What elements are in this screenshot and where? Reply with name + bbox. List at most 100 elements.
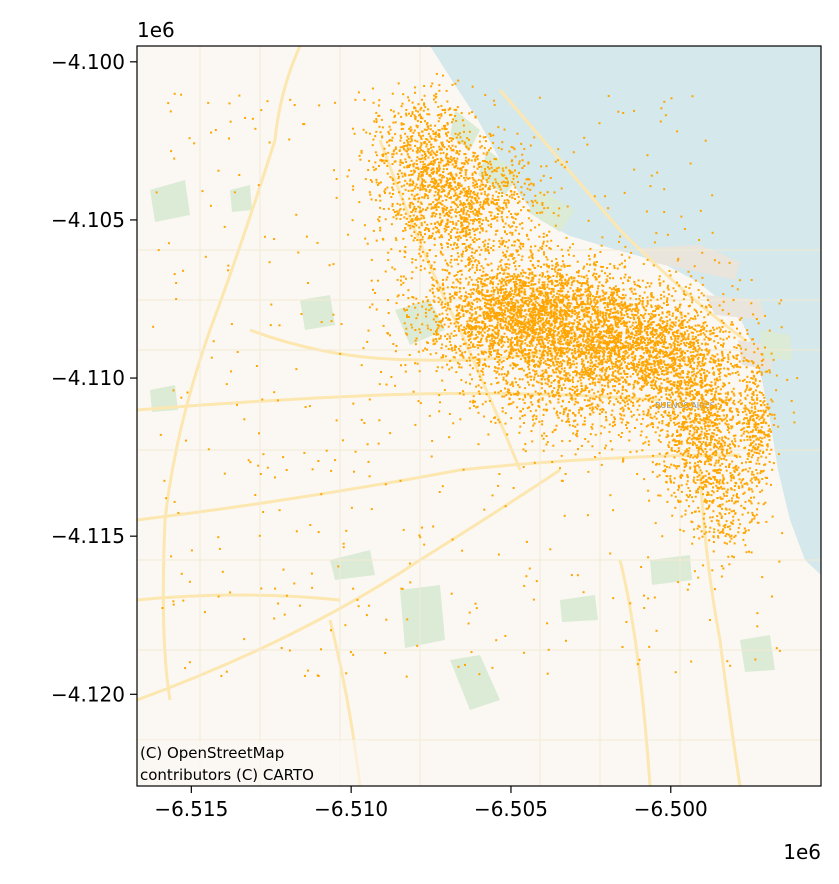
scatter-point [589, 286, 591, 289]
scatter-point [619, 346, 622, 349]
scatter-point [657, 304, 660, 307]
scatter-point [249, 461, 252, 464]
scatter-point [534, 283, 537, 286]
scatter-point [605, 278, 608, 281]
scatter-point [550, 239, 553, 242]
scatter-point [598, 322, 601, 325]
scatter-point [647, 325, 650, 328]
scatter-point [511, 356, 514, 359]
scatter-point [687, 356, 690, 359]
scatter-point [604, 195, 607, 198]
scatter-point [576, 288, 579, 291]
scatter-point [489, 315, 492, 318]
scatter-point [493, 99, 495, 102]
scatter-point [507, 293, 510, 296]
scatter-point [553, 304, 556, 307]
scatter-point [498, 314, 501, 317]
scatter-point [392, 343, 395, 345]
scatter-point [591, 333, 594, 336]
scatter-point [535, 350, 538, 353]
scatter-point [460, 324, 463, 327]
scatter-point [616, 302, 619, 305]
scatter-point [580, 344, 583, 346]
scatter-point [484, 317, 487, 320]
scatter-point [504, 324, 507, 327]
scatter-point [572, 354, 575, 357]
scatter-point [669, 380, 672, 383]
scatter-point [236, 351, 239, 353]
scatter-point [560, 355, 563, 358]
scatter-point [400, 283, 403, 286]
scatter-point [544, 337, 547, 340]
scatter-point [531, 325, 534, 328]
scatter-point [622, 351, 625, 354]
scatter-point [433, 284, 435, 287]
scatter-point [441, 343, 444, 346]
scatter-point [681, 323, 684, 326]
scatter-point [557, 295, 560, 298]
scatter-point [571, 325, 574, 328]
scatter-point [573, 277, 576, 280]
scatter-point [658, 327, 661, 330]
scatter-point [635, 314, 638, 317]
scatter-point [669, 328, 671, 331]
scatter-point [532, 204, 534, 207]
scatter-point [633, 283, 636, 286]
scatter-point [625, 373, 628, 376]
scatter-point [713, 373, 716, 376]
scatter-point [568, 253, 570, 256]
scatter-point [666, 368, 669, 371]
scatter-point [557, 299, 560, 302]
scatter-point [646, 154, 649, 157]
scatter-point [694, 324, 697, 327]
scatter-point [690, 358, 693, 360]
scatter-point [636, 344, 639, 347]
scatter-point [536, 318, 539, 321]
scatter-point [581, 360, 584, 363]
scatter-point [592, 407, 595, 410]
scatter-point [628, 398, 631, 401]
scatter-point [612, 286, 615, 289]
scatter-point [609, 310, 612, 313]
scatter-point [446, 313, 449, 316]
scatter-point [561, 276, 564, 279]
scatter-point [579, 323, 581, 326]
scatter-point [561, 332, 564, 335]
scatter-point [537, 297, 540, 300]
scatter-point [500, 291, 502, 294]
scatter-point [545, 338, 548, 341]
scatter-point [495, 333, 498, 335]
scatter-point [601, 370, 604, 373]
scatter-point [525, 326, 528, 329]
scatter-point [576, 314, 579, 317]
scatter-point [737, 365, 740, 368]
scatter-point [282, 456, 285, 459]
scatter-point [439, 337, 442, 340]
scatter-point [606, 305, 609, 308]
scatter-point [564, 379, 566, 382]
scatter-point [529, 319, 532, 322]
scatter-point [460, 273, 463, 276]
scatter-point [482, 270, 485, 273]
scatter-point [462, 206, 465, 209]
scatter-point [488, 345, 491, 348]
scatter-point [589, 263, 591, 266]
scatter-point [432, 299, 435, 302]
scatter-point [691, 338, 694, 341]
scatter-point [633, 326, 636, 329]
scatter-point [570, 352, 573, 355]
scatter-point [657, 361, 660, 364]
scatter-point [591, 321, 594, 324]
scatter-point [682, 298, 685, 301]
scatter-point [479, 379, 482, 381]
scatter-point [598, 342, 601, 345]
scatter-point [530, 295, 533, 298]
scatter-point [728, 331, 731, 334]
scatter-point [531, 293, 534, 296]
scatter-point [711, 231, 714, 234]
scatter-point [701, 342, 704, 345]
scatter-point [599, 368, 602, 371]
scatter-point [524, 271, 527, 274]
scatter-point [616, 289, 619, 292]
scatter-point [217, 536, 220, 539]
